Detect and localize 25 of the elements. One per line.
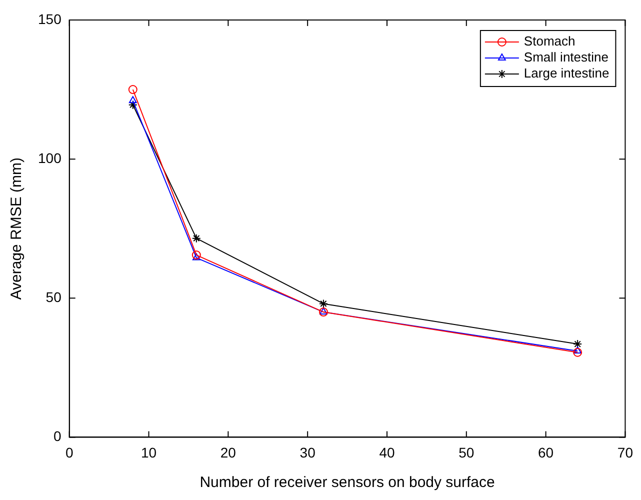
- legend-label: Stomach: [524, 34, 576, 49]
- point: [192, 234, 201, 243]
- x-tick-label: 70: [617, 444, 634, 460]
- point: [128, 85, 138, 94]
- point: [318, 299, 328, 308]
- point: [128, 96, 137, 104]
- legend-label: Large intestine: [524, 66, 610, 81]
- x-tick-label: 60: [538, 444, 554, 460]
- point: [574, 346, 582, 354]
- y-tick-label: 150: [38, 10, 62, 27]
- x-tick-label: 50: [458, 444, 474, 460]
- x-tick-label: 20: [220, 444, 236, 460]
- y-tick-label: 100: [38, 150, 62, 166]
- y-axis-title: Average RMSE (mm): [8, 157, 26, 300]
- x-tick-label: 10: [140, 444, 157, 460]
- x-tick-label: 40: [379, 444, 395, 460]
- x-tick-label: 30: [300, 444, 316, 460]
- x-tick-label: 0: [65, 444, 74, 460]
- legend-label: Small intestine: [524, 50, 608, 65]
- x-axis-title: Number of receiver sensors on body surface: [200, 474, 495, 492]
- point: [192, 253, 200, 260]
- y-tick-label: 0: [54, 428, 62, 444]
- point: [128, 100, 138, 110]
- point: [573, 348, 582, 357]
- y-tick-label: 50: [46, 288, 62, 305]
